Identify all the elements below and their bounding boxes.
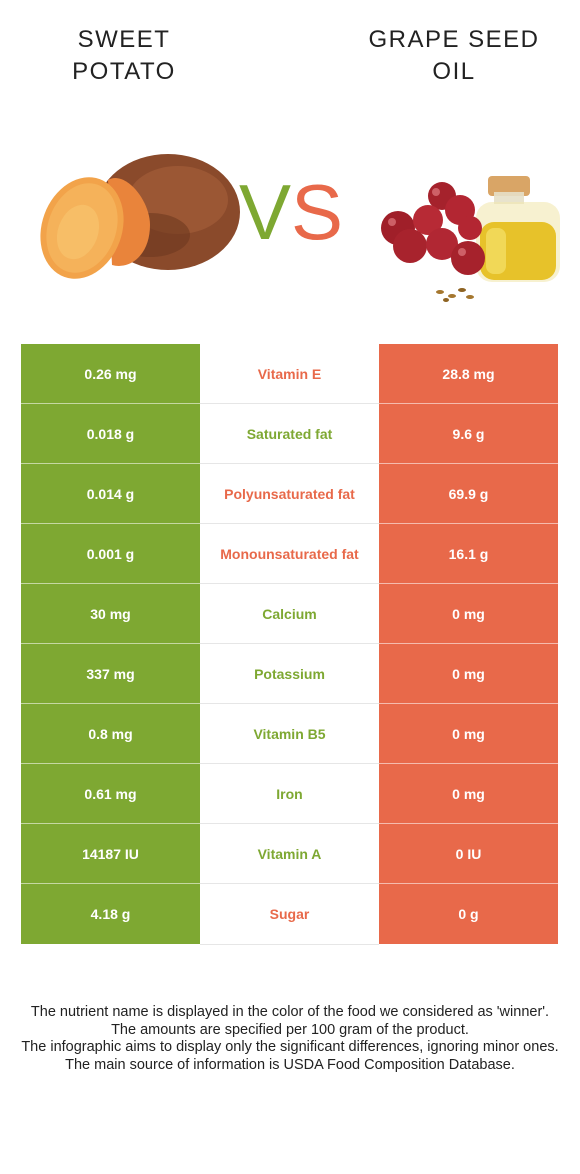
table-row: 337 mg Potassium 0 mg	[21, 644, 558, 704]
vs-s: S	[291, 168, 344, 256]
left-food-title: SWEET POTATO	[4, 24, 244, 88]
nutrient-name: Monounsaturated fat	[200, 524, 379, 584]
nutrient-name: Saturated fat	[200, 404, 379, 464]
right-value: 0 mg	[379, 584, 558, 644]
right-value: 16.1 g	[379, 524, 558, 584]
left-value: 0.001 g	[21, 524, 200, 584]
right-value: 0 mg	[379, 644, 558, 704]
left-value: 4.18 g	[21, 884, 200, 944]
right-value: 0 mg	[379, 764, 558, 824]
left-value: 0.018 g	[21, 404, 200, 464]
right-food-title: GRAPE SEED OIL	[334, 24, 574, 88]
table-row: 0.001 g Monounsaturated fat 16.1 g	[21, 524, 558, 584]
nutrient-name: Iron	[200, 764, 379, 824]
left-value: 337 mg	[21, 644, 200, 704]
right-value: 0 IU	[379, 824, 558, 884]
left-value: 0.014 g	[21, 464, 200, 524]
right-value: 0 mg	[379, 704, 558, 764]
left-value: 30 mg	[21, 584, 200, 644]
food-images	[40, 154, 560, 302]
table-row: 0.8 mg Vitamin B5 0 mg	[21, 704, 558, 764]
table-row: 0.018 g Saturated fat 9.6 g	[21, 404, 558, 464]
left-value: 0.61 mg	[21, 764, 200, 824]
vs-v: V	[238, 168, 291, 256]
table-row: 0.26 mg Vitamin E 28.8 mg	[21, 344, 558, 404]
right-value: 69.9 g	[379, 464, 558, 524]
note-amounts: The amounts are specified per 100 gram o…	[111, 1021, 469, 1038]
right-value: 0 g	[379, 884, 558, 944]
nutrient-name: Vitamin B5	[200, 704, 379, 764]
nutrient-name: Calcium	[200, 584, 379, 644]
sweet-potato-image	[40, 154, 240, 279]
nutrient-name: Vitamin E	[200, 344, 379, 404]
note-winner: The nutrient name is displayed in the co…	[30, 1004, 550, 1020]
left-food-title-line2: POTATO	[72, 58, 176, 85]
comparison-table: 0.26 mg Vitamin E 28.8 mg 0.018 g Saturated …	[21, 344, 558, 945]
right-food-title-line1: GRAPE SEED	[368, 26, 540, 53]
vs-label: VS	[226, 172, 356, 252]
table-row: 0.61 mg Iron 0 mg	[21, 764, 558, 824]
note-differences: The infographic aims to display only the…	[21, 1039, 559, 1055]
table-row: 4.18 g Sugar 0 g	[21, 884, 558, 945]
footer-notes: The nutrient name is displayed in the co…	[20, 1004, 560, 1074]
right-value: 28.8 mg	[379, 344, 558, 404]
left-value: 0.26 mg	[21, 344, 200, 404]
left-food-title-line1: SWEET	[77, 26, 171, 53]
grape-seed-oil-image	[381, 176, 560, 302]
table-row: 0.014 g Polyunsaturated fat 69.9 g	[21, 464, 558, 524]
right-value: 9.6 g	[379, 404, 558, 464]
left-value: 0.8 mg	[21, 704, 200, 764]
nutrient-name: Potassium	[200, 644, 379, 704]
left-value: 14187 IU	[21, 824, 200, 884]
table-row: 30 mg Calcium 0 mg	[21, 584, 558, 644]
nutrient-name: Vitamin A	[200, 824, 379, 884]
note-source: The main source of information is USDA F…	[65, 1056, 515, 1073]
nutrient-name: Polyunsaturated fat	[200, 464, 379, 524]
right-food-title-line2: OIL	[432, 58, 476, 85]
nutrient-name: Sugar	[200, 884, 379, 945]
